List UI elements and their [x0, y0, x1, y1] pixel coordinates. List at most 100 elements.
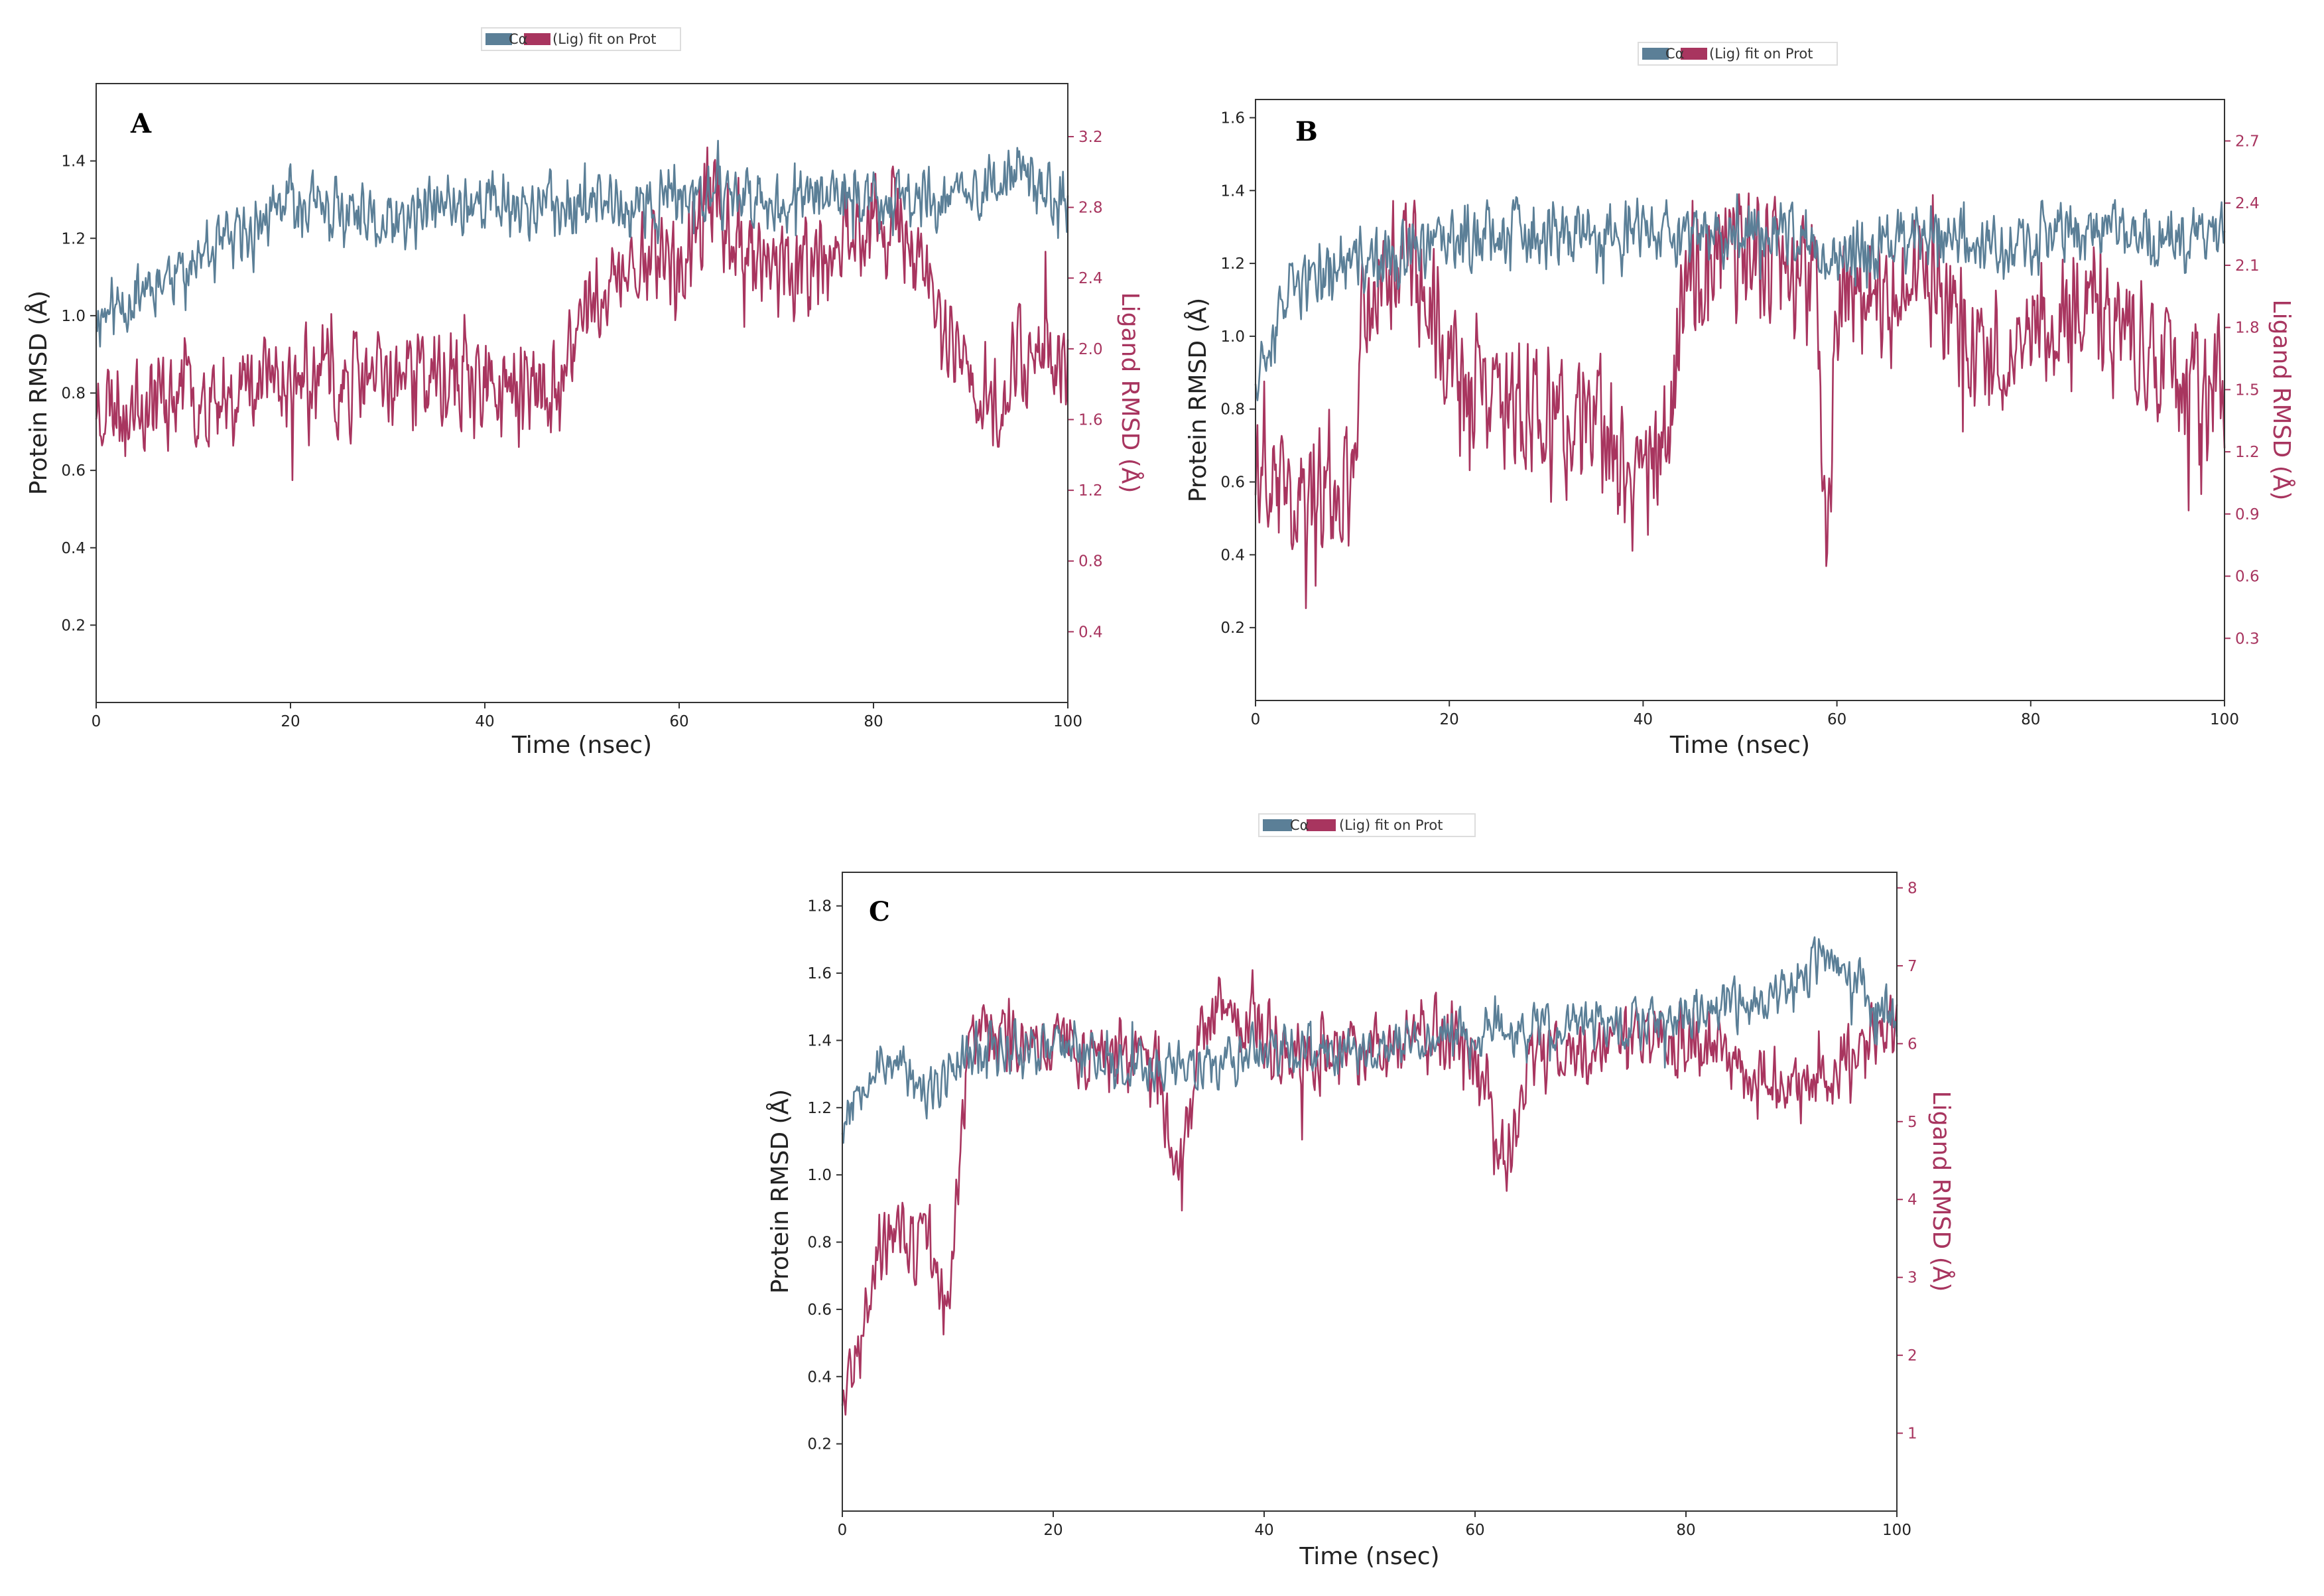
panel-c-xtick-label: 60 — [1465, 1522, 1484, 1539]
panel-c-ytick-left-label: 0.8 — [807, 1234, 832, 1252]
panel-c-xtick-label: 40 — [1254, 1522, 1273, 1539]
panel-c-xtick-label: 100 — [1882, 1522, 1911, 1539]
panel-a: Cα (Lig) fit on Prot 0 20 40 60 80 1000.20.40… — [24, 27, 1145, 759]
panel-b-series-ligand-line — [1254, 192, 2226, 610]
panel-a-ytick-left-label: 1.2 — [61, 230, 86, 247]
panel-b-ytick-right-label: 2.1 — [2235, 257, 2260, 275]
panel-b-legend-protein-label: Cα — [1665, 46, 1685, 62]
panel-c-legend-protein-label: Cα — [1290, 817, 1309, 833]
panel-c-xtick-label: 0 — [838, 1522, 848, 1539]
panel-b-ytick-left-label: 1.4 — [1220, 182, 1245, 200]
panel-a-ytick-right-label: 2.4 — [1078, 270, 1103, 287]
panel-a-series-protein-line — [95, 139, 1069, 348]
panel-a-ytick-right-label: 1.2 — [1078, 482, 1103, 499]
panel-b-series — [1254, 192, 2226, 610]
panel-b-xtick-label: 60 — [1827, 711, 1846, 728]
panel-b-ytick-left-label: 1.0 — [1220, 328, 1245, 346]
panel-c: Cα (Lig) fit on Prot 0 20 40 60 80 1000.20.40… — [765, 813, 1956, 1570]
panel-b-ticks: 0 20 40 60 80 100 0.2 0.4 0.6 0.8 1.0 1.2 1.4 1.6 0.3 0… — [1220, 109, 2259, 728]
panel-c-legend-ligand-label: (Lig) fit on Prot — [1339, 817, 1443, 833]
panel-a-ytick-right-label: 0.8 — [1078, 553, 1103, 570]
panel-b-ytick-right-label: 1.2 — [2235, 444, 2260, 461]
panel-a-legend: Cα (Lig) fit on Prot — [481, 27, 681, 51]
panel-b-ytick-left-label: 0.2 — [1220, 620, 1245, 637]
panel-a-legend-box — [481, 27, 681, 51]
panel-c-xlabel: Time (nsec) — [1299, 1543, 1439, 1570]
panel-a-xtick-label: 0 — [92, 713, 101, 730]
panel-b-ylabel-right: Ligand RMSD (Å) — [2268, 300, 2296, 501]
panel-c-ytick-left-label: 1.2 — [807, 1100, 832, 1117]
panel-c-ytick-left-label: 0.6 — [807, 1301, 832, 1319]
panel-a-letter: A — [130, 108, 152, 139]
panel-a-ytick-right-label: 3.2 — [1078, 129, 1103, 146]
panel-c-ylabel-right: Ligand RMSD (Å) — [1927, 1091, 1956, 1292]
panel-b-series-protein-line — [1254, 193, 2226, 401]
panel-b-ytick-right-label: 0.6 — [2235, 568, 2260, 586]
panel-a-ytick-left-label: 1.4 — [61, 153, 86, 170]
panel-c-ytick-left-label: 0.4 — [807, 1368, 832, 1386]
panel-c-ytick-right-label: 2 — [1907, 1347, 1917, 1364]
panel-a-legend-swatch-ligand — [524, 33, 550, 45]
panel-a-ylabel-left: Protein RMSD (Å) — [24, 291, 52, 495]
panel-b-ytick-right-label: 2.7 — [2235, 133, 2260, 150]
panel-c-xtick-label: 80 — [1676, 1522, 1695, 1539]
panel-c-ticks: 0 20 40 60 80 100 0.2 0.4 0.6 0.8 1.0 1.2 1.4 1.6 1.8 1… — [807, 880, 1917, 1539]
panel-b-legend-box — [1638, 42, 1838, 66]
panel-b-xlabel: Time (nsec) — [1669, 732, 1810, 759]
panel-c-ytick-right-label: 8 — [1907, 880, 1917, 897]
panel-a-xtick-label: 100 — [1053, 713, 1082, 730]
panel-c-ytick-left-label: 1.8 — [807, 898, 832, 915]
panel-c-ytick-left-label: 1.0 — [807, 1167, 832, 1184]
panel-a-ytick-left-label: 0.4 — [61, 540, 86, 557]
panel-a-legend-ligand-label: (Lig) fit on Prot — [552, 31, 656, 47]
panel-b-ytick-left-label: 0.4 — [1220, 547, 1245, 564]
panel-a-xtick-label: 80 — [864, 713, 883, 730]
panel-a-legend-swatch-protein — [485, 33, 512, 45]
panel-a-ytick-left-label: 1.0 — [61, 308, 86, 325]
panel-c-series — [841, 936, 1898, 1416]
panel-c-series-protein-line — [841, 936, 1898, 1144]
panel-b-xtick-label: 100 — [2210, 711, 2239, 728]
panel-a-legend-protein-label: Cα — [509, 31, 528, 47]
panel-a-ytick-right-label: 2.8 — [1078, 200, 1103, 217]
panel-c-ytick-right-label: 3 — [1907, 1270, 1917, 1287]
panel-a-xlabel: Time (nsec) — [511, 732, 652, 759]
panel-b-plot-frame — [1255, 99, 2225, 701]
panel-b-legend-swatch-protein — [1642, 48, 1669, 60]
panel-b-ytick-left-label: 0.6 — [1220, 474, 1245, 492]
panel-c-ytick-right-label: 5 — [1907, 1114, 1917, 1131]
panel-b-ytick-right-label: 0.9 — [2235, 506, 2260, 523]
panel-a-ytick-right-label: 2.0 — [1078, 341, 1103, 358]
panel-b-xtick-label: 20 — [1440, 711, 1459, 728]
panel-c-ytick-left-label: 1.6 — [807, 965, 832, 982]
panel-a-ytick-right-label: 1.6 — [1078, 411, 1103, 429]
panel-a-ylabel-right: Ligand RMSD (Å) — [1116, 293, 1145, 494]
panel-c-ytick-right-label: 6 — [1907, 1035, 1917, 1053]
panel-b-ytick-left-label: 1.6 — [1220, 109, 1245, 127]
panel-b-ytick-left-label: 1.2 — [1220, 255, 1245, 273]
panel-b-ytick-right-label: 2.4 — [2235, 195, 2260, 212]
panel-c-xtick-label: 20 — [1043, 1522, 1063, 1539]
panel-b: Cα (Lig) fit on Prot 0 20 40 60 80 100 0.2 0.4 0… — [1183, 42, 2296, 759]
panel-a-plot-frame — [96, 83, 1068, 703]
panel-b-xtick-label: 0 — [1251, 711, 1261, 728]
panel-a-series-ligand-line — [95, 146, 1069, 482]
panel-b-ytick-right-label: 0.3 — [2235, 630, 2260, 647]
panel-a-xtick-label: 60 — [669, 713, 688, 730]
panel-c-ytick-left-label: 1.4 — [807, 1032, 832, 1049]
panel-a-ytick-right-label: 0.4 — [1078, 624, 1103, 641]
panel-c-ytick-right-label: 4 — [1907, 1191, 1917, 1209]
panel-a-ytick-left-label: 0.2 — [61, 617, 86, 634]
panel-c-series-ligand-line — [841, 969, 1898, 1416]
panel-c-legend-box — [1258, 813, 1476, 837]
panel-b-xtick-label: 40 — [1634, 711, 1653, 728]
panel-b-xtick-label: 80 — [2021, 711, 2040, 728]
panel-b-legend-ligand-label: (Lig) fit on Prot — [1709, 46, 1813, 62]
panel-c-ylabel-left: Protein RMSD (Å) — [765, 1089, 794, 1294]
panel-c-plot-frame — [842, 872, 1898, 1512]
panel-a-ytick-left-label: 0.8 — [61, 385, 86, 403]
panel-a-series — [95, 139, 1069, 482]
panel-a-ticks: 0 20 40 60 80 100 0.2 0.4 0.6 0.8 1.0 1.2 1.4 0.4 0.8 1… — [61, 129, 1102, 730]
panel-a-xtick-label: 40 — [475, 713, 494, 730]
